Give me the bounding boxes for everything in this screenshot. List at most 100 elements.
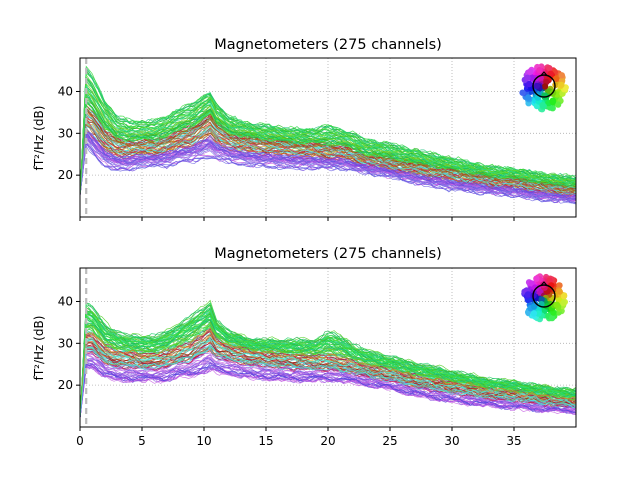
channel-line xyxy=(80,356,576,419)
sensor-dot xyxy=(541,83,549,90)
sensor-dot xyxy=(554,101,562,108)
y-tick-label: 30 xyxy=(58,336,73,350)
channel-line xyxy=(80,134,576,200)
head-outline xyxy=(532,74,556,98)
channel-line xyxy=(80,139,576,202)
channel-line xyxy=(80,101,576,197)
channel-line xyxy=(80,346,576,419)
head-outline xyxy=(532,284,556,308)
x-tick-label: 35 xyxy=(506,434,521,448)
sensor-dot xyxy=(556,288,563,295)
channel-lines xyxy=(80,65,576,205)
sensor-dot xyxy=(527,68,534,75)
channel-line xyxy=(80,363,576,419)
channel-line xyxy=(80,66,576,197)
y-tick-label: 40 xyxy=(58,294,73,308)
channel-line xyxy=(80,346,576,419)
channel-line xyxy=(80,130,576,197)
channel-line xyxy=(80,321,576,419)
sensor-dot xyxy=(556,282,563,289)
channel-line xyxy=(80,302,576,419)
y-axis-ticks: 20 30 40 xyxy=(58,84,80,182)
channel-line xyxy=(80,307,576,419)
channel-line xyxy=(80,349,576,419)
sensor-topomap-icon xyxy=(521,273,568,323)
y-tick-label: 40 xyxy=(58,84,73,98)
channel-line xyxy=(80,327,576,419)
channel-line xyxy=(80,316,576,419)
sensor-dot xyxy=(524,74,531,82)
channel-line xyxy=(80,328,576,419)
sensor-dot xyxy=(560,299,567,307)
nose-outline xyxy=(540,71,548,76)
channel-line xyxy=(80,131,576,201)
sensor-dot xyxy=(558,72,565,79)
x-tick-label: 5 xyxy=(138,434,146,448)
sensor-dot xyxy=(533,82,541,90)
x-tick-label: 25 xyxy=(382,434,397,448)
sensor-dot xyxy=(552,75,560,83)
channel-line xyxy=(80,124,576,197)
sensor-dot xyxy=(526,80,533,88)
channel-line xyxy=(80,96,576,197)
psd-panel-top: Magnetometers (275 channels) 20 30 40 fT²/… xyxy=(32,37,577,221)
sensor-dot xyxy=(533,275,540,282)
x-tick-label: 0 xyxy=(76,434,84,448)
sensor-dot xyxy=(525,94,532,101)
channel-line xyxy=(80,315,576,419)
sensor-dot xyxy=(530,310,538,317)
channel-line xyxy=(80,138,576,201)
sensor-dot xyxy=(538,296,545,303)
sensor-topomap-icon xyxy=(519,63,569,113)
channel-line xyxy=(80,141,576,204)
channel-line xyxy=(80,336,576,419)
channel-line xyxy=(80,118,576,197)
sensor-dot xyxy=(535,310,542,317)
sensor-dot xyxy=(558,81,565,89)
channel-line xyxy=(80,84,576,197)
sensor-dot xyxy=(549,98,556,106)
psd-panel-bottom: Magnetometers (275 channels) 0 5 10 15 20 25 3… xyxy=(32,246,577,448)
channel-line xyxy=(80,144,576,204)
sensor-dot xyxy=(546,65,553,72)
sensor-dot xyxy=(539,101,546,109)
sensor-dot xyxy=(547,70,554,78)
channel-lines xyxy=(80,299,576,419)
sensor-dot xyxy=(553,301,560,308)
chart-title: Magnetometers (275 channels) xyxy=(214,246,442,262)
x-tick-label: 10 xyxy=(196,434,211,448)
channel-line xyxy=(80,112,576,197)
sensor-dot xyxy=(536,67,543,74)
sensor-dot xyxy=(560,292,568,300)
sensor-dot xyxy=(519,89,526,96)
sensor-dot xyxy=(530,303,538,310)
channel-line xyxy=(80,318,576,419)
nose-outline xyxy=(540,281,548,286)
y-tick-label: 20 xyxy=(58,378,73,392)
channel-line xyxy=(80,310,576,419)
channel-line xyxy=(80,125,576,197)
channel-line xyxy=(80,312,576,419)
channel-line xyxy=(80,114,576,197)
y-axis-label: fT²/Hz (dB) xyxy=(32,106,46,171)
channel-line xyxy=(80,143,576,203)
chart-title: Magnetometers (275 channels) xyxy=(214,37,442,53)
x-tick-label: 20 xyxy=(320,434,335,448)
x-axis-ticks: 0 5 10 15 20 25 30 35 xyxy=(76,427,522,448)
channel-line xyxy=(80,77,576,197)
y-axis-label: fT²/Hz (dB) xyxy=(32,316,46,381)
x-axis-ticks xyxy=(79,217,515,221)
sensor-dot xyxy=(524,291,532,298)
y-tick-label: 30 xyxy=(58,126,73,140)
channel-line xyxy=(80,301,576,419)
x-tick-label: 15 xyxy=(258,434,273,448)
y-tick-label: 20 xyxy=(58,168,73,182)
sensor-dot xyxy=(548,314,556,322)
x-tick-label: 30 xyxy=(444,434,459,448)
channel-line xyxy=(80,361,576,419)
channel-line xyxy=(80,73,576,197)
sensor-dot xyxy=(531,284,539,291)
y-axis-ticks: 20 30 40 xyxy=(58,294,80,392)
channel-line xyxy=(80,365,576,419)
